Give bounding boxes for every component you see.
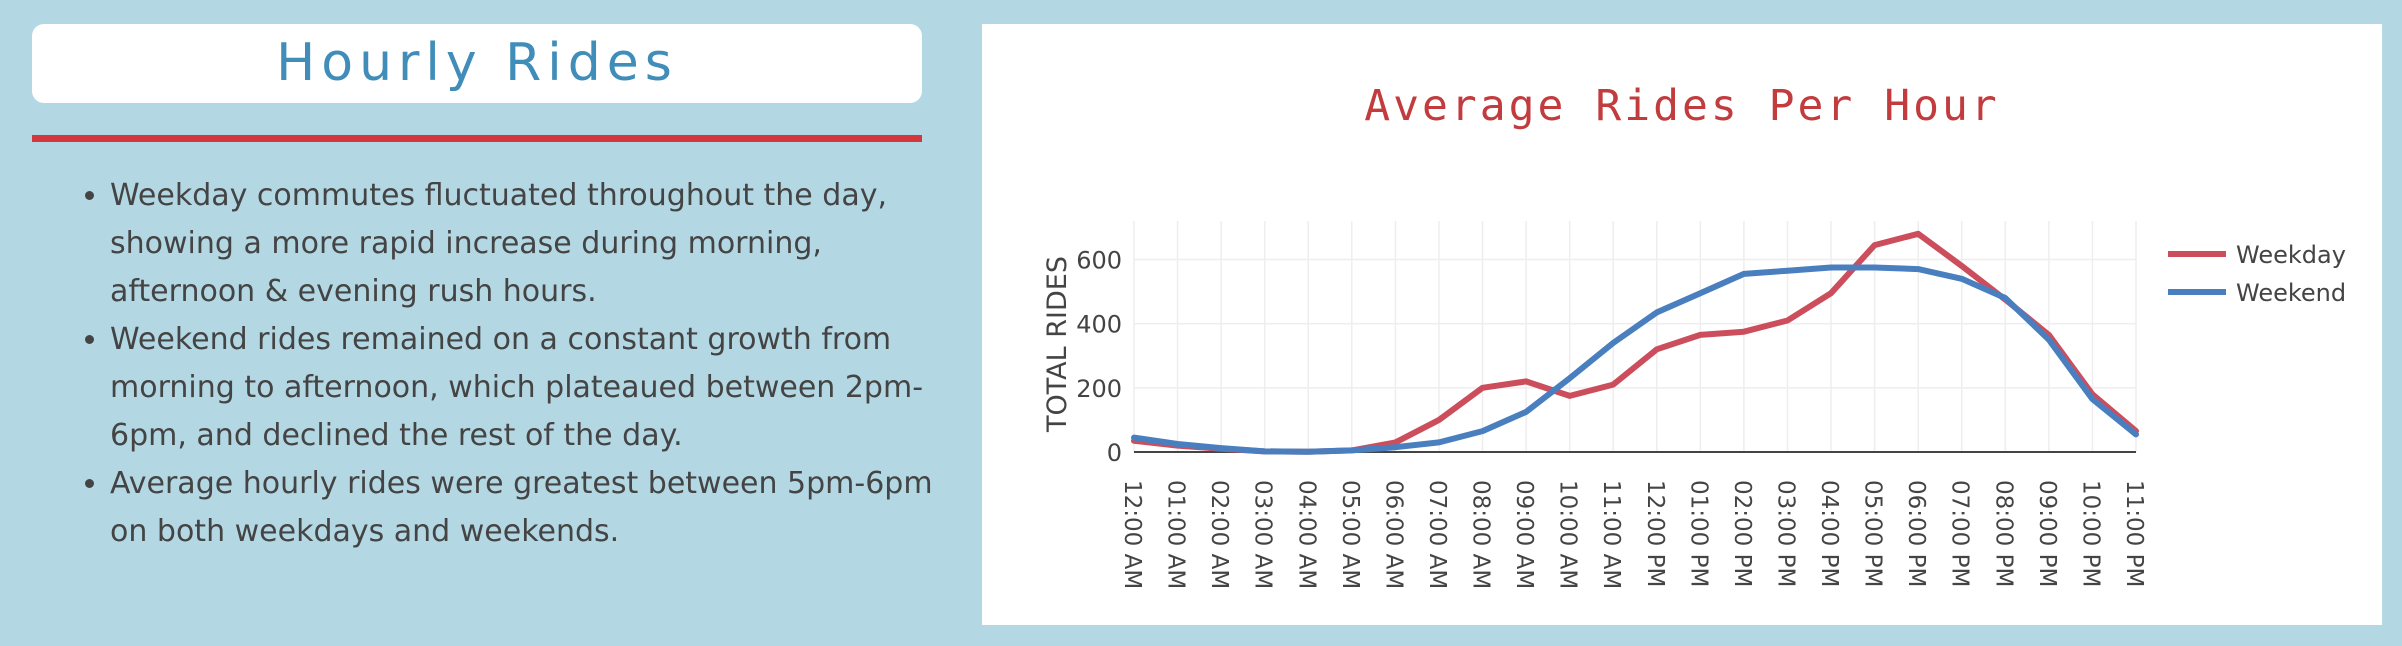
series-line-weekend bbox=[1131, 264, 2139, 455]
x-tick-label: 02:00 PM bbox=[1729, 480, 1755, 587]
x-tick-label: 10:00 AM bbox=[1555, 480, 1581, 589]
series-lines bbox=[1131, 230, 2139, 455]
x-tick-label: 09:00 PM bbox=[2034, 480, 2060, 587]
x-tick-label: 10:00 PM bbox=[2077, 480, 2103, 587]
x-tick-label: 08:00 PM bbox=[1990, 480, 2016, 587]
chart-panel: Average Rides Per Hour TOTAL RIDES 0 200 4… bbox=[982, 24, 2382, 625]
panel-title-box: Hourly Rides bbox=[32, 24, 922, 103]
x-tick-label: 02:00 AM bbox=[1206, 480, 1232, 589]
x-tick-label: 12:00 PM bbox=[1642, 480, 1668, 587]
x-tick-label: 11:00 AM bbox=[1598, 480, 1624, 589]
x-tick-label: 12:00 AM bbox=[1119, 480, 1145, 589]
summary-list: Weekday commutes fluctuated throughout t… bbox=[60, 172, 960, 556]
summary-item: Weekend rides remained on a constant gro… bbox=[110, 316, 960, 460]
x-tick-label: 03:00 AM bbox=[1250, 480, 1276, 589]
legend: Weekday Weekend bbox=[2168, 241, 2346, 307]
x-tick-label: 05:00 AM bbox=[1337, 480, 1363, 589]
y-tick-label: 600 bbox=[1076, 247, 1122, 275]
summary-item: Average hourly rides were greatest betwe… bbox=[110, 460, 960, 556]
legend-label-weekday: Weekday bbox=[2236, 241, 2346, 269]
x-tick-label: 07:00 PM bbox=[1947, 480, 1973, 587]
x-tick-label: 01:00 PM bbox=[1685, 480, 1711, 587]
rides-line-chart: Average Rides Per Hour TOTAL RIDES 0 200 4… bbox=[1042, 81, 2346, 590]
x-tick-label: 04:00 AM bbox=[1293, 480, 1319, 589]
x-tick-label: 06:00 AM bbox=[1380, 480, 1406, 589]
title-divider bbox=[32, 135, 922, 142]
grid-lines bbox=[1133, 221, 2137, 452]
x-tick-label: 07:00 AM bbox=[1424, 480, 1450, 589]
axes: 0 200 400 600 12:00 AM 01:00 AM 02:00 AM 03:00 … bbox=[1076, 247, 2147, 590]
panel-title: Hourly Rides bbox=[276, 33, 678, 93]
x-tick-label: 11:00 PM bbox=[2121, 480, 2147, 587]
y-tick-label: 400 bbox=[1076, 311, 1122, 339]
x-tick-label: 06:00 PM bbox=[1903, 480, 1929, 587]
x-tick-label: 08:00 AM bbox=[1468, 480, 1494, 589]
x-tick-label: 09:00 AM bbox=[1511, 480, 1537, 589]
series-line-weekday bbox=[1131, 230, 2139, 455]
legend-label-weekend: Weekend bbox=[2236, 279, 2346, 307]
x-tick-label: 05:00 PM bbox=[1860, 480, 1886, 587]
x-tick-label: 03:00 PM bbox=[1772, 480, 1798, 587]
y-tick-label: 0 bbox=[1107, 439, 1122, 467]
chart-title: Average Rides Per Hour bbox=[1364, 81, 2000, 131]
x-tick-label: 01:00 AM bbox=[1163, 480, 1189, 589]
y-axis-label: TOTAL RIDES bbox=[1042, 256, 1073, 433]
summary-item: Weekday commutes fluctuated throughout t… bbox=[110, 172, 960, 316]
x-tick-label: 04:00 PM bbox=[1816, 480, 1842, 587]
y-tick-label: 200 bbox=[1076, 375, 1122, 403]
